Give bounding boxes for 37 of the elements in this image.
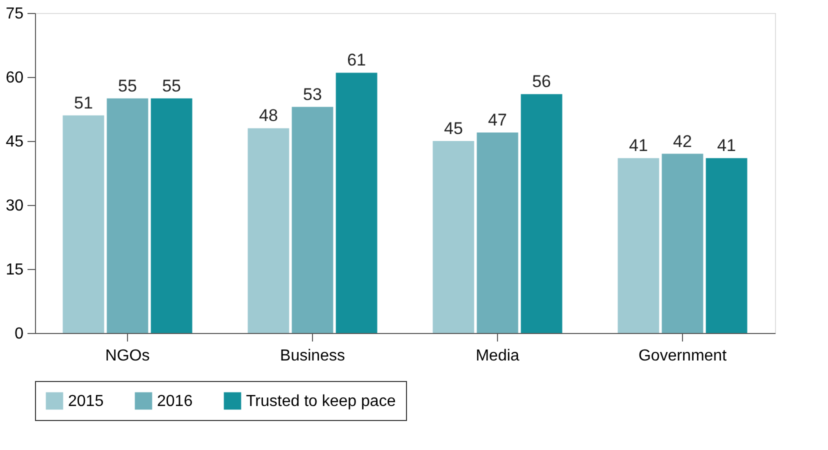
- data-label: 48: [258, 106, 278, 126]
- bar: [706, 158, 748, 333]
- data-label: 55: [118, 76, 137, 96]
- y-tick-label: 15: [6, 262, 24, 278]
- y-tick-label: 30: [6, 198, 24, 214]
- data-label: 42: [673, 132, 692, 151]
- bar: [476, 132, 518, 333]
- bar: [520, 94, 562, 333]
- data-label: 41: [717, 136, 736, 156]
- bar: [248, 128, 290, 333]
- x-tick-label: Media: [476, 348, 520, 364]
- data-label: 61: [347, 50, 366, 70]
- data-label: 55: [162, 76, 182, 96]
- bar: [662, 154, 704, 333]
- x-tick-label: Business: [280, 348, 345, 364]
- bar: [150, 98, 192, 333]
- data-label: 41: [628, 136, 648, 156]
- legend-label: 2015: [68, 392, 104, 410]
- data-label: 53: [303, 84, 322, 104]
- bar: [432, 141, 474, 333]
- bar: [336, 72, 378, 333]
- y-tick-label: 0: [14, 326, 24, 342]
- y-tick-label: 60: [6, 70, 24, 86]
- bar: [292, 106, 334, 333]
- bar: [62, 115, 104, 333]
- data-label: 56: [532, 72, 552, 92]
- bar: [106, 98, 148, 333]
- y-tick-label: 75: [6, 6, 24, 22]
- data-label: 45: [444, 119, 463, 138]
- legend-label: 2016: [157, 392, 193, 410]
- x-tick-label: NGOs: [105, 348, 150, 364]
- data-label: 47: [488, 110, 507, 130]
- bar: [618, 158, 660, 333]
- legend-label: Trusted to keep pace: [246, 392, 396, 410]
- y-tick-label: 45: [6, 134, 24, 150]
- x-tick-label: Government: [638, 348, 728, 364]
- data-label: 51: [74, 93, 93, 112]
